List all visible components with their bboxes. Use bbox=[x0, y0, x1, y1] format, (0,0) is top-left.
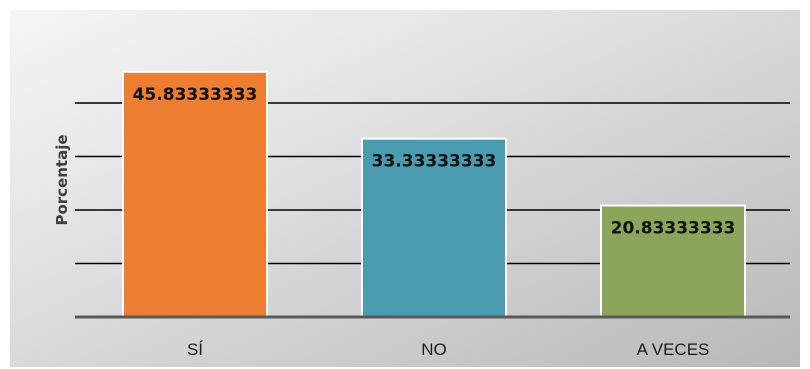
bar-3 bbox=[600, 204, 746, 319]
bar-2 bbox=[361, 137, 507, 318]
data-label-1: 45.83333333 bbox=[133, 85, 258, 105]
x-tick-label-1: SÍ bbox=[187, 340, 203, 359]
bar-1 bbox=[122, 70, 268, 318]
data-label-3: 20.83333333 bbox=[611, 219, 736, 239]
x-tick-label-2: NO bbox=[421, 340, 447, 359]
y-axis-title: Porcentaje bbox=[53, 134, 71, 225]
x-tick-label-3: A VECES bbox=[637, 340, 710, 359]
data-label-2: 33.33333333 bbox=[372, 152, 497, 172]
labels: 45.83333333 SÍ 33.33333333 NO 20.83333333 A V… bbox=[133, 85, 736, 359]
